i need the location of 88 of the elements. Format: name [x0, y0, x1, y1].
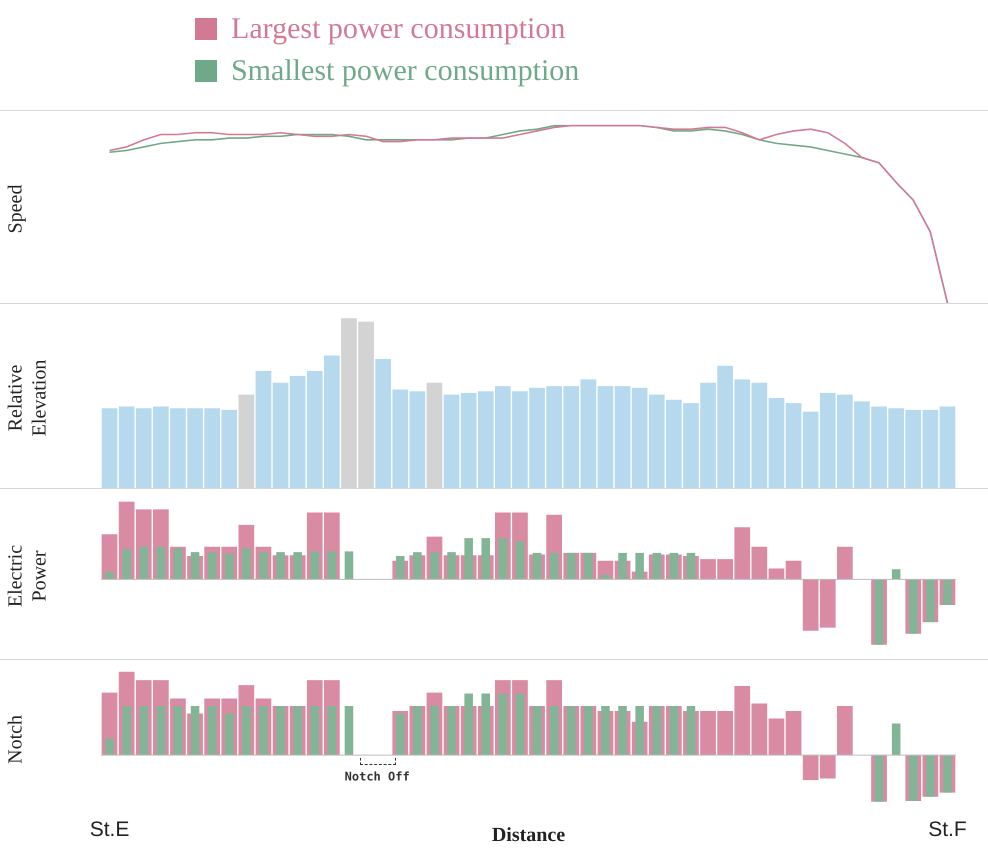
bar — [344, 706, 354, 756]
y-axis-title: Notch — [4, 714, 26, 764]
bar — [208, 552, 216, 580]
bar — [122, 549, 131, 580]
bar — [293, 552, 302, 580]
bar — [174, 706, 182, 756]
bar — [670, 552, 678, 580]
bar — [464, 538, 473, 580]
bar — [156, 546, 166, 580]
legend-label: Smallest power consumption — [231, 53, 580, 89]
bar — [836, 546, 853, 580]
annotation: Notch Off — [344, 769, 410, 784]
bar — [174, 548, 182, 580]
bar — [139, 706, 148, 756]
bar — [139, 546, 148, 580]
bar — [532, 706, 542, 756]
x-axis-title: Distance — [492, 824, 566, 846]
bar — [516, 541, 524, 580]
bar — [224, 554, 234, 580]
bar — [550, 706, 558, 756]
bar — [242, 706, 251, 756]
bar — [652, 552, 662, 580]
bar — [208, 706, 216, 756]
bar — [874, 579, 884, 645]
bar — [328, 706, 336, 756]
bar — [618, 706, 627, 756]
bar — [413, 552, 422, 580]
bar — [259, 706, 268, 756]
bar — [686, 706, 696, 756]
bar — [908, 755, 918, 801]
bar — [635, 552, 644, 580]
bar — [259, 552, 268, 580]
y-axis-title: Relative Elevation — [4, 360, 50, 436]
bar — [396, 713, 405, 756]
legend-label: Largest power consumption — [231, 11, 566, 47]
bar — [566, 552, 576, 580]
bar — [122, 706, 131, 756]
bar — [447, 706, 456, 756]
bar — [498, 693, 508, 756]
bar — [686, 552, 696, 580]
bar — [413, 706, 422, 756]
bar — [926, 755, 935, 797]
bar — [601, 574, 610, 580]
bar — [601, 706, 610, 756]
bar — [293, 706, 302, 756]
bar — [430, 706, 439, 756]
bar — [943, 579, 952, 606]
bar — [908, 579, 918, 634]
bar — [516, 693, 524, 756]
bar — [566, 706, 576, 756]
bar — [874, 755, 884, 802]
bar — [464, 693, 473, 756]
bar — [224, 713, 234, 756]
bar — [310, 551, 320, 580]
bar — [892, 569, 900, 580]
y-axis-title: Speed — [4, 184, 26, 234]
bar — [156, 706, 166, 756]
bar — [242, 548, 251, 580]
bar — [447, 552, 456, 580]
bar — [190, 552, 200, 580]
bar — [943, 755, 952, 793]
bar — [670, 706, 678, 756]
bar — [310, 706, 320, 756]
x-tick-label: St.E — [90, 818, 130, 842]
bar — [635, 706, 644, 756]
bar — [584, 706, 593, 756]
bar — [276, 552, 285, 580]
bar — [498, 538, 508, 580]
bar — [344, 551, 354, 580]
bar — [584, 552, 593, 580]
bar — [481, 693, 490, 756]
bar — [618, 552, 627, 580]
bar — [396, 556, 405, 580]
bar — [105, 572, 114, 580]
bar — [105, 738, 114, 756]
bar — [481, 538, 490, 580]
x-tick-label: St.F — [928, 818, 967, 842]
bar — [328, 551, 336, 580]
bar — [892, 723, 900, 756]
bar — [276, 706, 285, 756]
bar — [550, 552, 558, 580]
bar — [190, 706, 200, 756]
bar — [836, 706, 853, 756]
bar — [926, 579, 935, 622]
y-axis-title: Electric Power — [4, 544, 50, 608]
bar — [652, 706, 662, 756]
bar — [532, 552, 542, 580]
bar — [430, 552, 439, 580]
